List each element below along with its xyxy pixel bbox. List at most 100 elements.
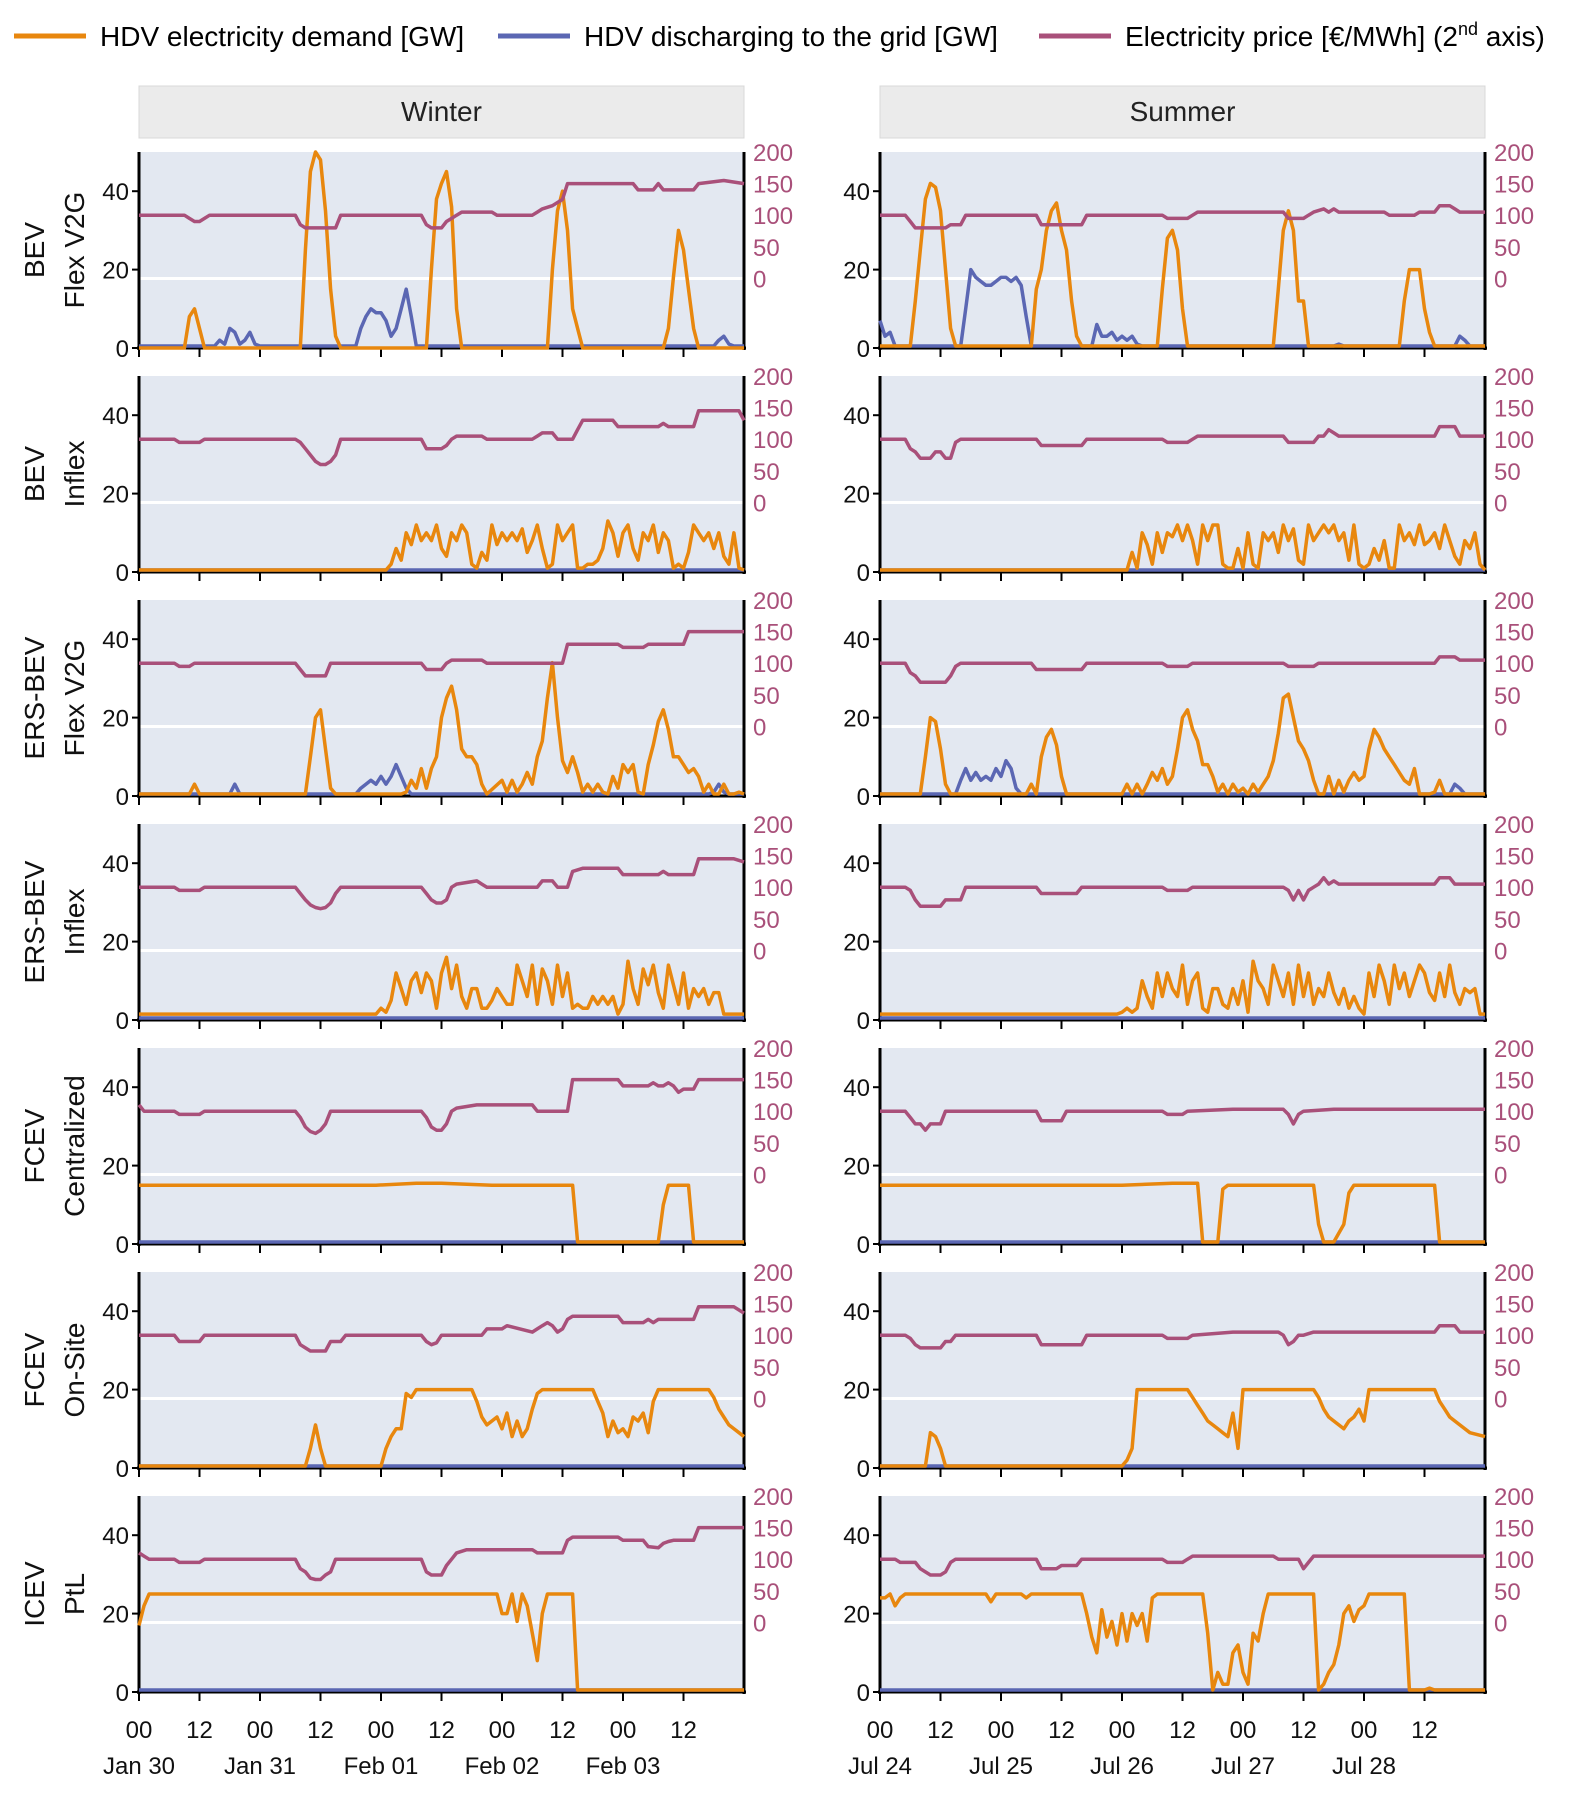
y-tick-label-left: 20 [102,1602,129,1629]
y-tick-label-left: 40 [843,851,870,878]
panel-bg [880,1272,1485,1468]
series-demand [880,181,1485,348]
panel-winter-1: 0 20 40 0 50 100 150 200 [102,140,793,363]
legend-label-price-main: Electricity price [€/MWh] (2 [1125,21,1458,52]
y-tick-label-right: 50 [1494,1131,1521,1158]
y-tick-label-right: 150 [753,1292,793,1319]
y-tick-label-left: 0 [116,336,129,363]
series-price [880,203,1485,230]
y-tick-label-right: 150 [1494,1068,1534,1095]
panel-summer-4: 0 20 40 0 50 100 150 200 [843,812,1534,1035]
y-tick-label-right: 0 [753,938,766,965]
y-tick-label-right: 200 [1494,588,1534,615]
y-tick-label-left: 0 [857,560,870,587]
legend-item-price: Electricity price [€/MWh] (2nd axis) [1039,19,1545,52]
series-discharge [880,758,1485,796]
panel-bg [880,1048,1485,1244]
series-price [139,857,745,911]
x-tick-label-hour: 00 [1351,1717,1378,1744]
y-tick-label-left: 20 [843,706,870,733]
y-tick-label-right: 200 [1494,1260,1534,1287]
y-tick-label-right: 200 [753,364,793,391]
series-demand [139,955,744,1016]
legend-label-price-tail: axis) [1478,21,1545,52]
y-tick-label-right: 100 [753,1323,793,1350]
y-tick-label-right: 0 [1494,938,1507,965]
panel-summer-2: 0 20 40 0 50 100 150 200 [843,364,1534,587]
y-tick-label-right: 100 [1494,427,1534,454]
x-tick-label-hour: 00 [368,1717,395,1744]
legend-item-discharge: HDV discharging to the grid [GW] [498,21,998,52]
y-tick-label-right: 50 [1494,1355,1521,1382]
x-tick-label-hour: 12 [549,1717,576,1744]
y-tick-label-right: 100 [753,1547,793,1574]
panel-winter-4: 0 20 40 0 50 100 150 200 [102,812,793,1035]
y-tick-label-right: 0 [753,1386,766,1413]
y-tick-label-right: 100 [1494,1547,1534,1574]
y-tick-label-right: 50 [1494,459,1521,486]
x-tick-label-hour: 00 [126,1717,153,1744]
panel-bg [880,376,1485,572]
y-tick-label-left: 20 [843,1602,870,1629]
series-demand [880,1387,1486,1468]
y-tick-label-right: 0 [753,490,766,517]
series-price [137,1077,744,1136]
row-label-line1: ICEV [19,1561,50,1627]
y-tick-label-left: 40 [102,179,129,206]
series-demand [139,519,745,572]
y-tick-label-right: 0 [753,266,766,293]
legend-label-price: Electricity price [€/MWh] (2nd axis) [1125,19,1545,52]
y-tick-label-right: 0 [1494,490,1507,517]
y-tick-label-left: 40 [102,1523,129,1550]
panel-bg [880,600,1485,796]
x-tick-label-hour: 12 [1169,1717,1196,1744]
y-tick-label-right: 100 [753,427,793,454]
y-tick-label-right: 100 [753,651,793,678]
y-tick-label-left: 20 [102,1154,129,1181]
y-tick-label-right: 0 [1494,1610,1507,1637]
y-tick-label-right: 150 [1494,1292,1534,1319]
y-tick-label-right: 0 [1494,1386,1507,1413]
series-price [139,629,744,678]
row-label-2: BEV Inflex [19,441,90,508]
series-price [139,409,746,467]
y-tick-label-left: 40 [843,1523,870,1550]
y-tick-label-right: 0 [1494,1162,1507,1189]
x-tick-label-hour: 00 [489,1717,516,1744]
y-tick-label-right: 150 [753,620,793,647]
y-tick-label-right: 100 [1494,1099,1534,1126]
x-tick-label-hour: 12 [428,1717,455,1744]
strip-label-summer: Summer [1130,96,1236,127]
legend-label-demand: HDV electricity demand [GW] [100,21,464,52]
panel-winter-6: 0 20 40 0 50 100 150 200 [102,1260,793,1483]
y-tick-label-right: 200 [753,1036,793,1063]
y-tick-label-right: 50 [753,459,780,486]
y-tick-label-right: 0 [1494,714,1507,741]
row-label-line1: ERS-BEV [19,636,50,759]
x-tick-label-date: Jul 24 [848,1753,912,1780]
y-tick-label-right: 50 [753,683,780,710]
strip-bg-summer [879,85,1486,139]
x-tick-label-date: Feb 01 [344,1753,419,1780]
y-tick-label-left: 0 [116,560,129,587]
y-tick-label-right: 50 [753,907,780,934]
row-label-line2: Inflex [59,889,90,956]
x-tick-label-date: Feb 02 [465,1753,540,1780]
x-tick-label-hour: 12 [186,1717,213,1744]
y-tick-label-right: 50 [753,1355,780,1382]
y-tick-label-left: 20 [843,482,870,509]
y-tick-label-right: 100 [1494,203,1534,230]
y-tick-label-right: 150 [753,172,793,199]
x-tick-label-hour: 12 [670,1717,697,1744]
panel-winter-2: 0 20 40 0 50 100 150 200 [102,364,793,587]
y-tick-label-right: 50 [1494,683,1521,710]
y-tick-label-right: 150 [753,844,793,871]
y-tick-label-right: 50 [1494,907,1521,934]
y-tick-label-right: 200 [753,140,793,167]
x-tick-label-hour: 12 [1290,1717,1317,1744]
y-tick-label-right: 150 [1494,620,1534,647]
y-tick-label-right: 0 [753,1610,766,1637]
y-tick-label-right: 200 [1494,812,1534,839]
